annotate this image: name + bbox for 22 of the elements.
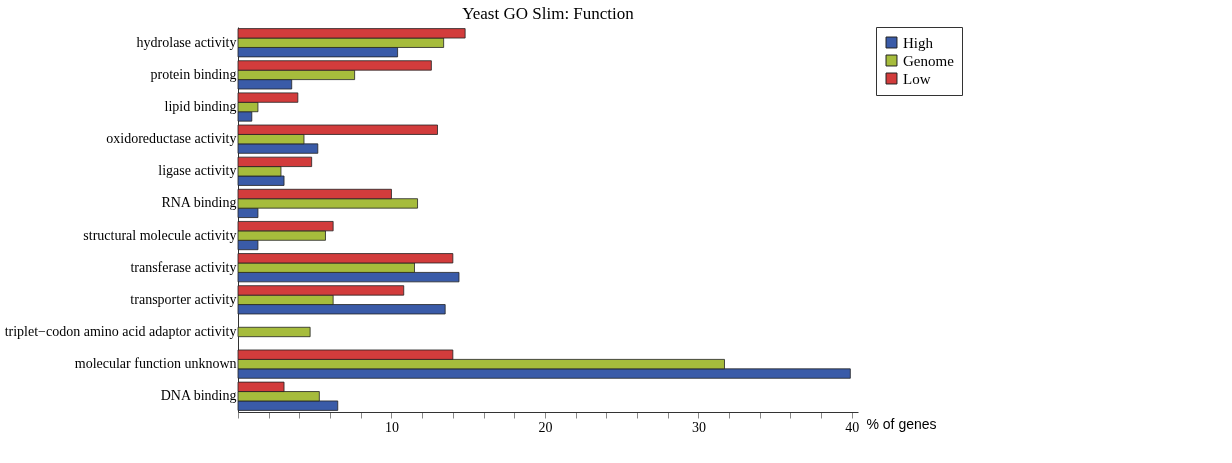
y-tick-label: triplet−codon amino acid adaptor activity	[4, 323, 237, 339]
y-tick-label: structural molecule activity	[83, 227, 237, 243]
y-tick-label: protein binding	[150, 66, 237, 82]
x-tick-label: 30	[691, 419, 706, 435]
x-tick-label: 40	[845, 419, 860, 435]
x-tick-label: 10	[384, 419, 399, 435]
x-axis-title: % of genes	[866, 415, 937, 432]
y-tick-label: hydrolase activity	[136, 34, 237, 50]
chart-title: Yeast GO Slim: Function	[462, 3, 635, 23]
bar	[237, 326, 311, 338]
y-tick-label: lipid binding	[164, 99, 237, 115]
y-tick-label: ligase activity	[158, 163, 237, 179]
x-tick-label: 20	[538, 419, 553, 435]
legend-label: Genome	[903, 52, 955, 69]
legend-label: Low	[903, 70, 931, 87]
y-tick-label: molecular function unknown	[74, 356, 237, 372]
y-tick-label: DNA binding	[160, 388, 237, 404]
y-tick-label: oxidoreductase activity	[106, 131, 237, 147]
y-tick-label: transferase activity	[130, 259, 237, 275]
y-tick-label: transporter activity	[130, 291, 237, 307]
y-tick-label: RNA binding	[161, 195, 237, 211]
legend-label: High	[903, 34, 934, 51]
